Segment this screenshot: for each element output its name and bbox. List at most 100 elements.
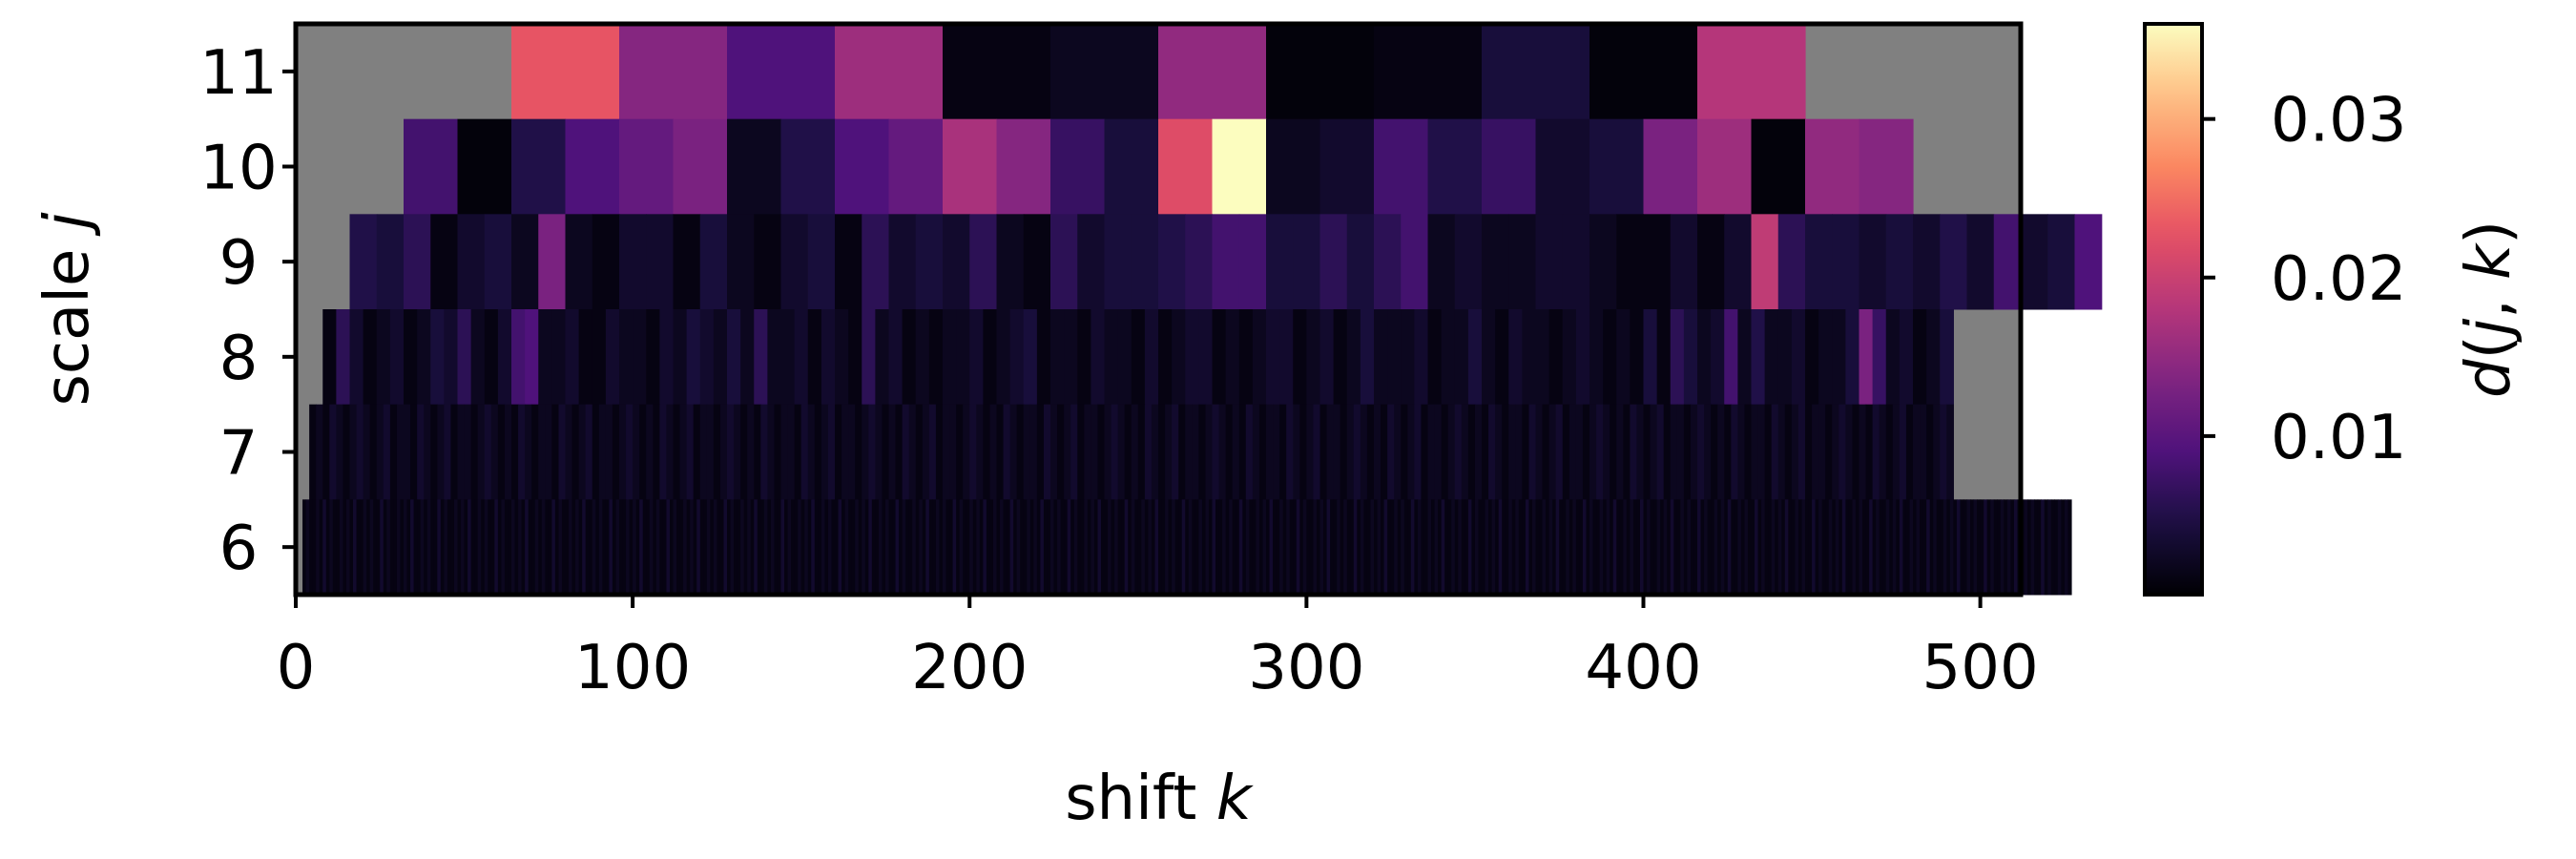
- heatmap-cell: [1667, 499, 1672, 596]
- heatmap-cell: [322, 404, 330, 500]
- heatmap-cell: [821, 499, 826, 596]
- heatmap-cell: [811, 499, 816, 596]
- heatmap-cell: [659, 499, 664, 596]
- heatmap-cell: [1825, 404, 1833, 500]
- heatmap-cell: [1323, 499, 1328, 596]
- heatmap-cell: [1885, 309, 1901, 406]
- heatmap-cell: [417, 404, 425, 500]
- heatmap-cell: [433, 499, 438, 596]
- heatmap-cell: [1353, 404, 1361, 500]
- heatmap-cell: [1724, 214, 1753, 310]
- heatmap-cell: [1134, 499, 1139, 596]
- heatmap-cell: [1238, 404, 1247, 500]
- heatmap-cell: [1117, 404, 1126, 500]
- heatmap-cell: [1495, 404, 1503, 500]
- heatmap-cell: [1131, 214, 1159, 310]
- heatmap-cell: [1050, 118, 1106, 215]
- heatmap-cell: [1922, 499, 1927, 596]
- heatmap-cell: [1158, 404, 1166, 500]
- heatmap-cell: [699, 214, 728, 310]
- heatmap-cell: [871, 499, 876, 596]
- heatmap-cell: [569, 499, 573, 596]
- heatmap-cell: [1114, 499, 1119, 596]
- heatmap-cell: [1791, 404, 1799, 500]
- heatmap-cell: [706, 499, 711, 596]
- heatmap-cell: [1319, 499, 1324, 596]
- heatmap-cell: [2061, 499, 2066, 596]
- heatmap-cell: [1575, 499, 1581, 596]
- heatmap-cell: [713, 309, 728, 406]
- heatmap-cell: [360, 499, 364, 596]
- heatmap-cell: [1279, 499, 1284, 596]
- heatmap-cell: [1148, 499, 1153, 596]
- heatmap-cell: [1498, 499, 1503, 596]
- heatmap-cell: [1805, 499, 1810, 596]
- heatmap-cell: [1198, 309, 1214, 406]
- heatmap-cell: [1174, 499, 1179, 596]
- heatmap-cell: [585, 499, 590, 596]
- heatmap-cell: [642, 499, 647, 596]
- heatmap-cell: [1797, 499, 1803, 596]
- heatmap-cell: [1225, 309, 1240, 406]
- heatmap-cell: [662, 499, 668, 596]
- heatmap-cell: [818, 499, 822, 596]
- heatmap-cell: [1555, 404, 1564, 500]
- heatmap-cell: [2021, 214, 2048, 310]
- heatmap-cell: [1326, 404, 1335, 500]
- heatmap-cell: [888, 309, 904, 406]
- heatmap-cell: [1195, 499, 1199, 596]
- heatmap-cell: [791, 499, 796, 596]
- heatmap-cell: [1232, 499, 1236, 596]
- heatmap-cell: [1639, 499, 1645, 596]
- heatmap-cell: [1977, 499, 1982, 596]
- heatmap-cell: [1737, 404, 1746, 500]
- heatmap-cell: [1797, 404, 1806, 500]
- heatmap-cell: [1467, 499, 1473, 596]
- heatmap-cell: [1158, 24, 1267, 120]
- heatmap-cell: [373, 499, 378, 596]
- heatmap-cell: [1933, 499, 1938, 596]
- heatmap-cell: [902, 309, 917, 406]
- heatmap-cell: [1610, 499, 1614, 596]
- heatmap-cell: [1423, 499, 1429, 596]
- heatmap-cell: [1724, 309, 1738, 406]
- heatmap-cell: [1808, 499, 1813, 596]
- heatmap-cell: [972, 499, 977, 596]
- heatmap-cell: [1630, 404, 1638, 500]
- heatmap-cell: [1542, 404, 1550, 500]
- heatmap-cell: [1913, 404, 1921, 500]
- heatmap-cell: [1821, 499, 1826, 596]
- heatmap-cell: [1212, 404, 1220, 500]
- heatmap-cell: [693, 499, 697, 596]
- heatmap-cell: [1495, 499, 1500, 596]
- heatmap-cell: [1889, 499, 1894, 596]
- heatmap-cell: [1825, 499, 1830, 596]
- heatmap-cell: [807, 309, 822, 406]
- heatmap-cell: [899, 499, 904, 596]
- heatmap-cell: [609, 499, 613, 596]
- heatmap-cell: [963, 404, 970, 500]
- heatmap-cell: [1269, 499, 1274, 596]
- heatmap-cell: [1387, 309, 1402, 406]
- heatmap-cell: [1141, 499, 1146, 596]
- heatmap-cell: [1441, 499, 1445, 596]
- heatmap-cell: [1505, 499, 1509, 596]
- heatmap-cell: [1508, 404, 1516, 500]
- heatmap-cell: [949, 499, 954, 596]
- heatmap-cell: [915, 404, 924, 500]
- heatmap-cell: [2027, 499, 2032, 596]
- heatmap-cell: [1104, 404, 1112, 500]
- heatmap-cell: [1562, 309, 1577, 406]
- heatmap-cell: [1144, 499, 1150, 596]
- heatmap-cell: [551, 309, 567, 406]
- colorbar-tick-label: 0.03: [2271, 86, 2407, 157]
- heatmap-cell: [1124, 404, 1132, 500]
- heatmap-cell: [389, 404, 398, 500]
- heatmap-cell: [1198, 499, 1203, 596]
- heatmap-cell: [639, 404, 647, 500]
- heatmap-cell: [915, 309, 930, 406]
- heatmap-cell: [696, 499, 701, 596]
- heatmap-cell: [2047, 214, 2076, 310]
- heatmap-cell: [1720, 499, 1725, 596]
- heatmap-cell: [589, 499, 593, 596]
